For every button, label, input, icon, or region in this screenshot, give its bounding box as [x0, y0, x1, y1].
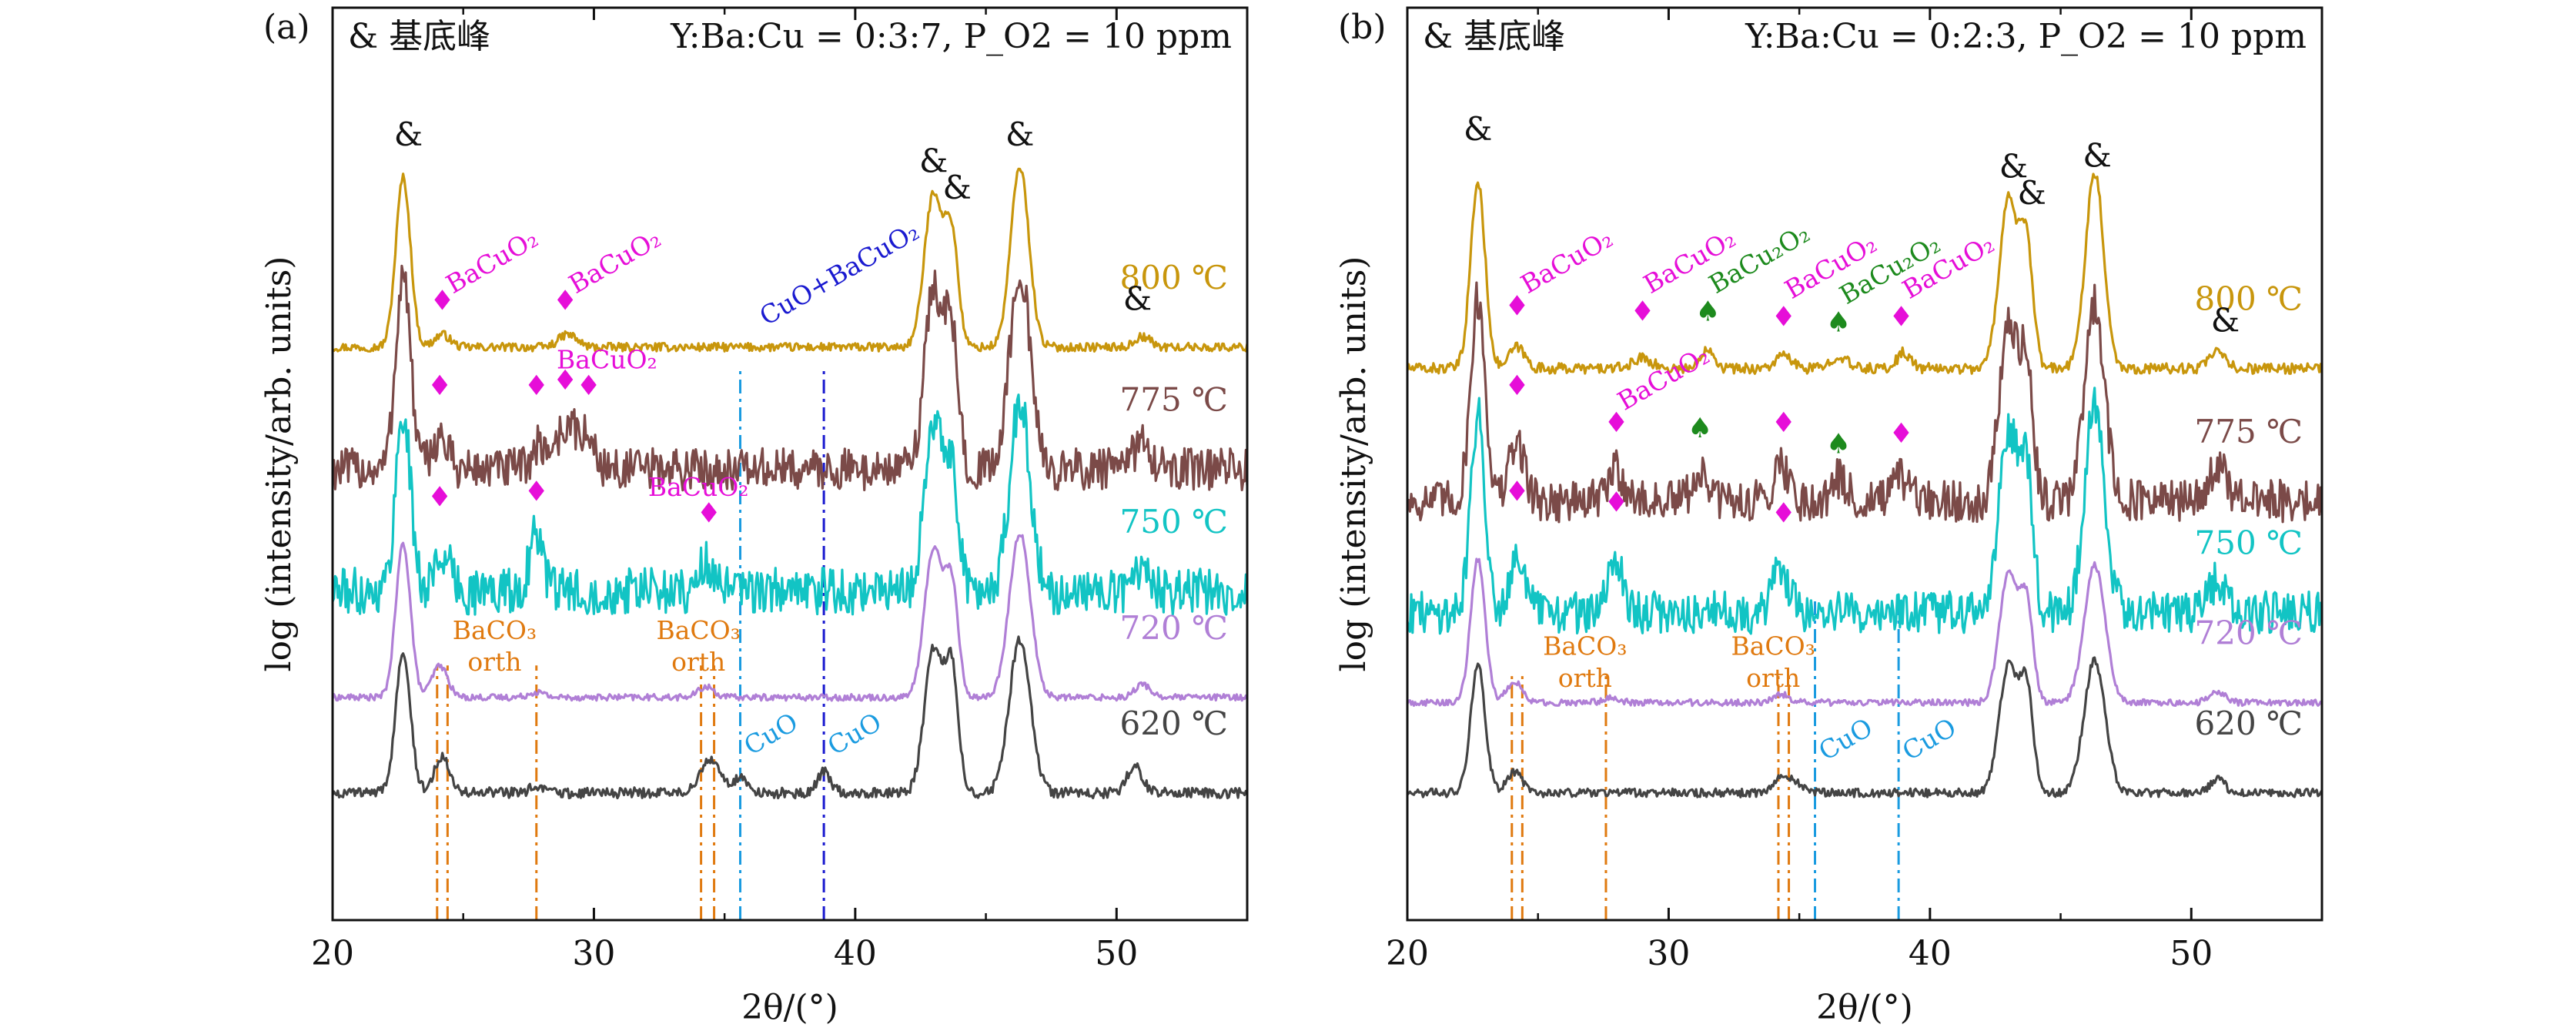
phase-marker: ♦: [1604, 407, 1628, 439]
series-label: 750 ℃: [2195, 524, 2303, 562]
phase-marker: ♠: [1688, 413, 1712, 444]
composition-condition: Y:Ba:Cu = 0:3:7, P_O2 = 10 ppm: [670, 17, 1232, 56]
series-line: [1407, 172, 2322, 375]
x-axis-label: 2θ/(°): [741, 988, 838, 1027]
x-tick-label: 40: [1909, 934, 1952, 973]
composition-condition: Y:Ba:Cu = 0:2:3, P_O2 = 10 ppm: [1745, 17, 2307, 56]
x-tick-label: 20: [311, 934, 354, 973]
y-axis-label: log (intensity/arb. units): [1334, 256, 1373, 672]
phase-marker: ♦: [553, 365, 577, 397]
substrate-peak-marker: &: [1999, 147, 2028, 185]
series-line: [333, 393, 1247, 616]
phase-marker: ♦: [576, 370, 601, 402]
phase-annotation: CuO: [739, 707, 803, 762]
series-label: 775 ℃: [2195, 413, 2303, 450]
phase-marker: ♠: [1695, 296, 1720, 327]
phase-annotation: BaCO₃: [1543, 631, 1627, 661]
phase-marker: ♦: [427, 370, 452, 402]
x-tick-label: 30: [572, 934, 615, 973]
phase-marker: ♦: [697, 497, 721, 529]
x-tick-label: 50: [1095, 934, 1138, 973]
phase-annotation: orth: [1558, 663, 1612, 693]
series-line: [333, 635, 1247, 800]
substrate-peak-marker: &: [2018, 174, 2046, 212]
phase-marker: ♦: [1889, 418, 1913, 450]
phase-marker: ♦: [1630, 296, 1654, 327]
x-tick-label: 30: [1647, 934, 1690, 973]
panel-label: (a): [263, 8, 310, 47]
phase-annotation: orth: [1746, 663, 1800, 693]
phase-marker: ♠: [1826, 306, 1851, 338]
series-label: 720 ℃: [1120, 609, 1229, 647]
phase-marker: ♦: [1504, 477, 1529, 508]
substrate-peak-legend: & 基底峰: [348, 17, 490, 56]
series-line: [333, 534, 1247, 702]
phase-annotation: orth: [467, 647, 521, 677]
x-tick-label: 40: [834, 934, 877, 973]
phase-marker: ♦: [1771, 407, 1796, 439]
plot-area: [1407, 172, 2322, 920]
phase-annotation: BaCuO₂: [441, 223, 544, 300]
phase-annotation: BaCuO₂: [1612, 340, 1715, 416]
substrate-peak-legend: & 基底峰: [1423, 17, 1565, 56]
series-label: 620 ℃: [2195, 705, 2303, 742]
phase-marker: ♦: [1889, 301, 1913, 333]
phase-marker: ♦: [524, 370, 549, 402]
phase-annotation: orth: [671, 647, 725, 677]
panel-label: (b): [1338, 8, 1387, 47]
substrate-peak-marker: &: [2083, 137, 2111, 175]
phase-marker: ♦: [1771, 301, 1796, 333]
phase-annotation: BaCuO₂: [648, 472, 749, 502]
series-line: [1407, 557, 2322, 708]
phase-marker: ♦: [553, 286, 577, 317]
series-label: 750 ℃: [1120, 503, 1229, 541]
series-line: [1407, 281, 2322, 524]
substrate-peak-marker: &: [394, 115, 423, 153]
phase-annotation: BaCO₃: [656, 615, 740, 645]
series-line: [333, 167, 1247, 353]
phase-annotation: BaCuO₂: [557, 344, 657, 374]
series-label: 720 ℃: [2195, 614, 2303, 652]
phase-marker: ♦: [427, 482, 452, 514]
series-line: [333, 264, 1247, 492]
phase-annotation: CuO: [1897, 712, 1961, 767]
series-label: 800 ℃: [1120, 259, 1229, 296]
phase-marker: ♦: [1771, 497, 1796, 529]
series-line: [1407, 656, 2322, 798]
x-tick-label: 50: [2170, 934, 2213, 973]
phase-annotation: BaCO₃: [1731, 631, 1815, 661]
phase-marker: ♦: [1604, 487, 1628, 519]
phase-annotation: CuO: [822, 707, 886, 762]
substrate-peak-marker: &: [1005, 115, 1034, 153]
phase-annotation: CuO: [1814, 712, 1878, 767]
phase-annotation: BaCO₃: [453, 615, 537, 645]
series-line: [1407, 387, 2322, 635]
plot-area: [333, 167, 1247, 920]
substrate-peak-marker: &: [943, 169, 972, 206]
axes-frame: [331, 6, 1249, 922]
substrate-peak-marker: &: [2211, 301, 2240, 339]
substrate-peak-marker: &: [1464, 110, 1492, 148]
phase-marker: ♦: [1504, 291, 1529, 323]
phase-marker: ♦: [1504, 370, 1529, 402]
x-axis-label: 2θ/(°): [1816, 988, 1913, 1027]
phase-annotation: BaCuO₂: [564, 223, 666, 300]
phase-annotation: CuO+BaCuO₂: [754, 216, 924, 332]
phase-annotation: BaCuO₂: [1516, 223, 1618, 300]
substrate-peak-marker: &: [919, 142, 948, 180]
x-tick-label: 20: [1386, 934, 1429, 973]
y-axis-label: log (intensity/arb. units): [259, 256, 299, 672]
axes-frame: [1406, 6, 2323, 922]
substrate-peak-marker: &: [1123, 280, 1152, 318]
phase-marker: ♦: [524, 477, 549, 508]
series-label: 800 ℃: [2195, 280, 2303, 318]
phase-marker: ♦: [430, 286, 454, 317]
series-label: 775 ℃: [1120, 381, 1229, 419]
phase-marker: ♠: [1826, 429, 1851, 460]
series-label: 620 ℃: [1120, 705, 1229, 742]
